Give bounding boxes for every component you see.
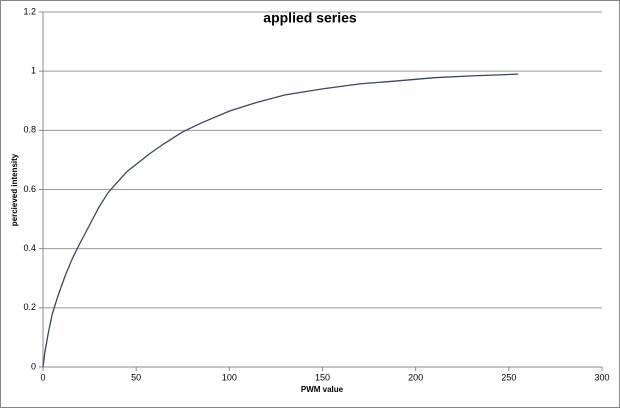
y-tick-label: 0.4: [23, 243, 36, 253]
y-axis-title: percieved intensity: [10, 153, 19, 226]
y-tick-label: 1: [31, 66, 36, 76]
x-tick-label: 50: [131, 372, 141, 382]
y-tick-label: 0.2: [23, 302, 36, 312]
chart-title: applied series: [263, 10, 357, 26]
x-tick-label: 200: [408, 372, 423, 382]
x-tick-label: 100: [222, 372, 237, 382]
data-line: [42, 73, 519, 368]
y-tick-label: 1.2: [23, 6, 36, 16]
x-tick-label: 300: [594, 372, 609, 382]
y-tick-label: 0: [31, 361, 36, 371]
x-tick-label: 0: [40, 372, 45, 382]
x-axis-title: PWM value: [301, 385, 344, 394]
x-tick-label: 250: [501, 372, 516, 382]
y-tick-label: 0.8: [23, 125, 36, 135]
x-tick-label: 150: [315, 372, 330, 382]
y-tick-label: 0.6: [23, 184, 36, 194]
